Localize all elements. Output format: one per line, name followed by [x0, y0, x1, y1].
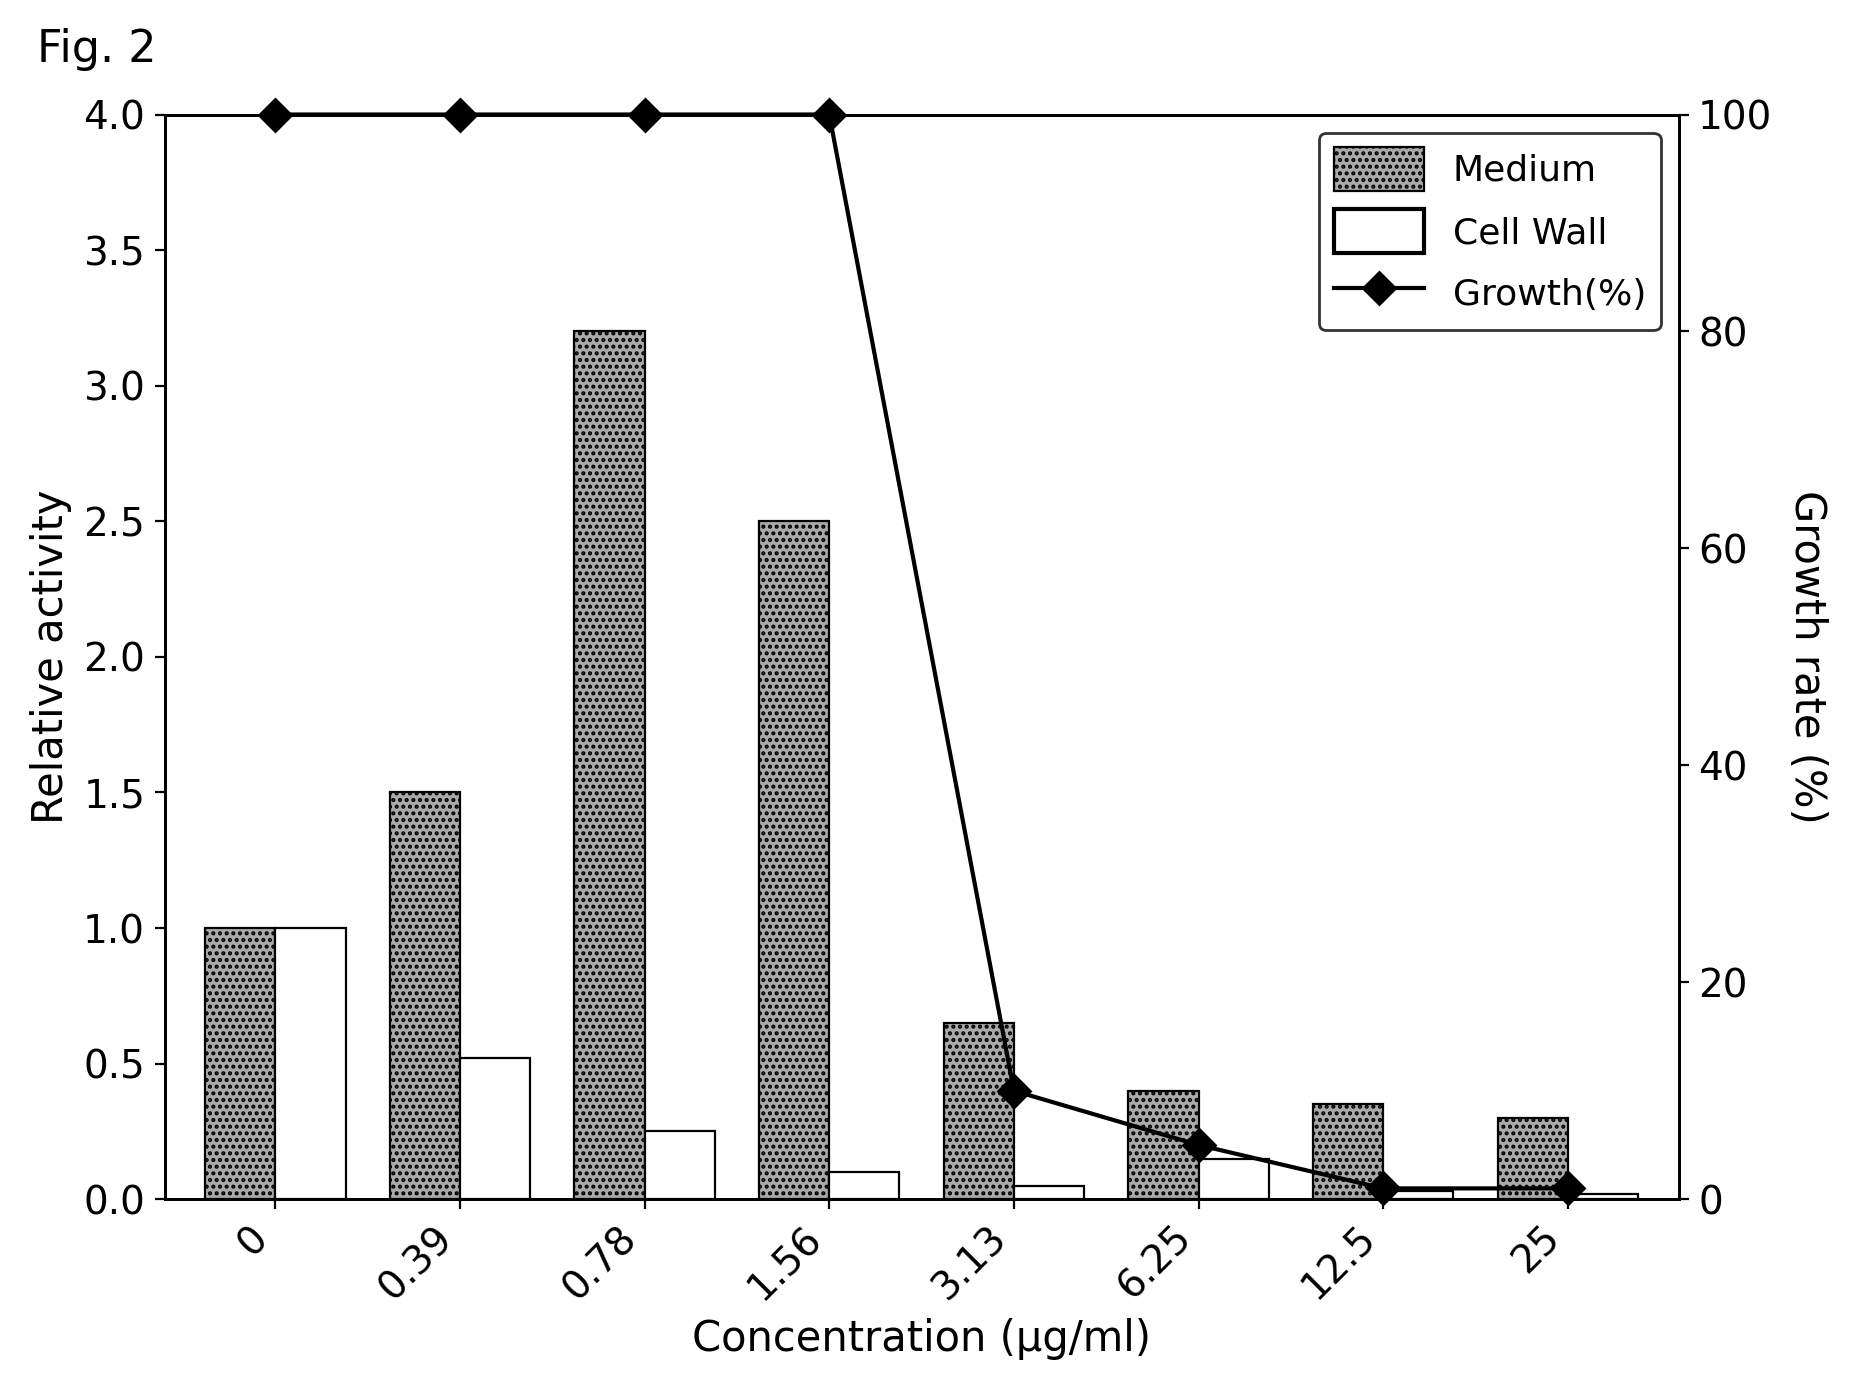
Bar: [760, 521, 828, 1200]
Text: Fig. 2: Fig. 2: [37, 28, 156, 71]
Bar: [828, 1172, 899, 1200]
Bar: [390, 792, 461, 1200]
Bar: [943, 1023, 1014, 1200]
X-axis label: Concentration (μg/ml): Concentration (μg/ml): [691, 1318, 1151, 1359]
Legend: Medium, Cell Wall, Growth(%): Medium, Cell Wall, Growth(%): [1318, 132, 1660, 329]
Bar: [275, 929, 345, 1200]
Y-axis label: Growth rate (%): Growth rate (%): [1785, 491, 1827, 824]
Bar: [1127, 1091, 1198, 1200]
Bar: [1567, 1194, 1638, 1200]
Bar: [461, 1058, 529, 1200]
Line: Growth(%): Growth(%): [264, 103, 1578, 1200]
Bar: [1014, 1186, 1083, 1200]
Bar: [1382, 1191, 1452, 1200]
Growth(%): [1370, 1180, 1393, 1197]
Growth(%): [1556, 1180, 1578, 1197]
Bar: [1198, 1158, 1268, 1200]
Y-axis label: Relative activity: Relative activity: [30, 489, 72, 824]
Bar: [574, 331, 644, 1200]
Growth(%): [264, 106, 286, 122]
Bar: [644, 1131, 715, 1200]
Growth(%): [1187, 1137, 1209, 1154]
Growth(%): [633, 106, 656, 122]
Growth(%): [1003, 1083, 1025, 1099]
Bar: [1313, 1104, 1382, 1200]
Bar: [1497, 1118, 1567, 1200]
Growth(%): [817, 106, 839, 122]
Growth(%): [449, 106, 472, 122]
Bar: [204, 929, 275, 1200]
